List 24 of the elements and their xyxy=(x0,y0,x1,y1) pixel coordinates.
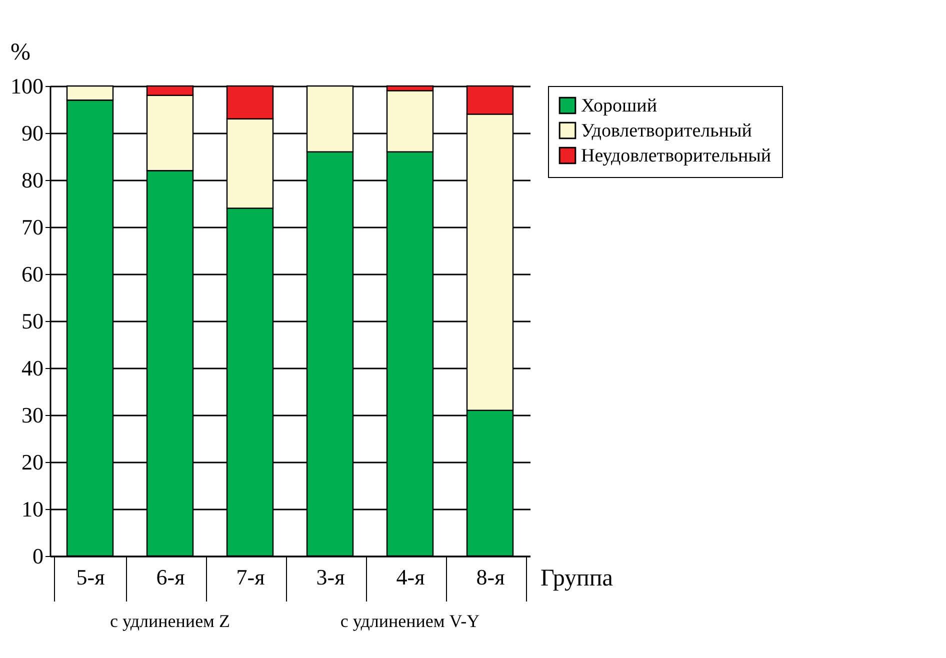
x-tick-label: 3-я xyxy=(316,564,345,590)
x-axis-title: Группа xyxy=(540,566,614,592)
legend-label: Неудовлетворительный xyxy=(581,146,772,166)
text: с удлинением Z xyxy=(110,611,230,631)
legend-label: Удовлетворительный xyxy=(581,120,752,142)
y-axis-title: % xyxy=(10,40,30,66)
x-tick-label: 8-я xyxy=(476,564,505,590)
y-tick-label: 10 xyxy=(22,496,44,522)
y-tick-label: 100 xyxy=(10,74,44,98)
x-tick-label: 6-я xyxy=(156,564,185,590)
y-tick-label: 70 xyxy=(22,214,44,240)
y-tick-label: 60 xyxy=(22,262,44,286)
y-tick-label: 50 xyxy=(22,308,44,334)
text: с удлинением V-Y xyxy=(340,611,480,631)
y-tick-label: 90 xyxy=(22,120,44,146)
y-tick-label: 20 xyxy=(22,450,44,474)
legend-label: Хороший xyxy=(581,96,657,116)
y-tick-label: 40 xyxy=(22,356,44,380)
x-tick-label: 5-я xyxy=(76,564,105,590)
x-tick-label: 4-я xyxy=(396,564,425,590)
y-tick-label: 30 xyxy=(22,402,44,428)
y-tick-label: 0 xyxy=(32,544,44,568)
x-tick-label: 7-я xyxy=(236,564,265,590)
y-tick-label: 80 xyxy=(22,168,44,192)
